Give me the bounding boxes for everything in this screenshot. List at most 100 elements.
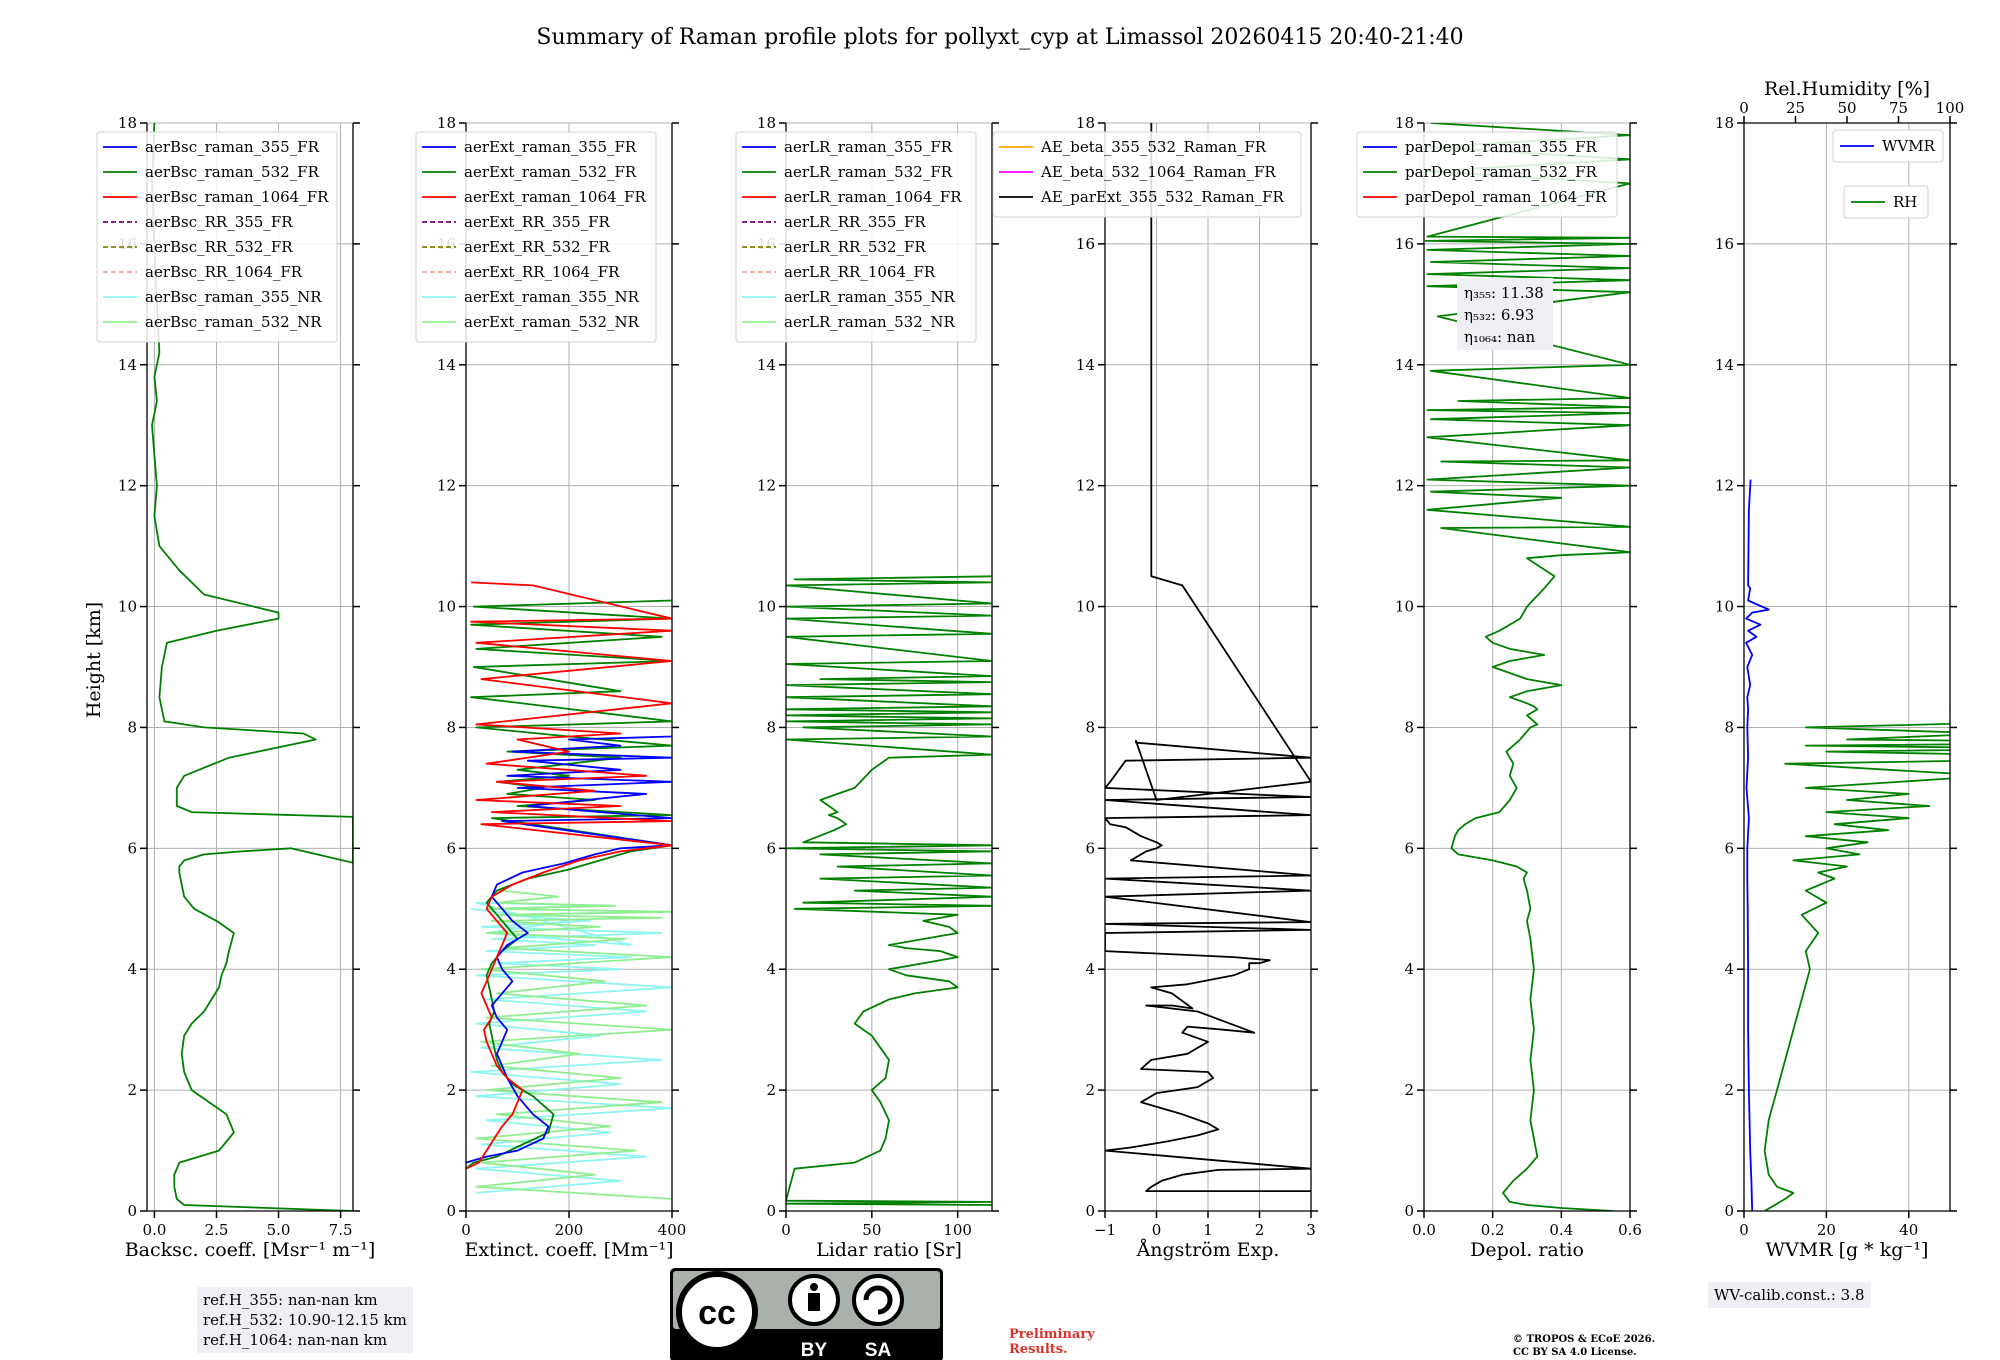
data-layer (1745, 479, 1950, 1211)
y-tick-label: 14 (1395, 356, 1414, 374)
eta-annotation-box (1457, 278, 1553, 350)
by-label: BY (801, 1340, 828, 1360)
y-tick-label: 4 (127, 960, 137, 978)
preliminary-line-1: Preliminary (1009, 1327, 1095, 1342)
series-RH (1763, 708, 1950, 1211)
series-aerLR_raman_532_FR (786, 575, 992, 1206)
y-tick-label: 6 (446, 839, 456, 857)
eta-1064: η₁₀₆₄: nan (1464, 328, 1535, 346)
x-axis-label: Extinct. coeff. [Mm⁻¹] (464, 1239, 673, 1261)
y-tick-label: 2 (446, 1081, 456, 1099)
legend-label: aerLR_raman_532_NR (784, 313, 955, 331)
y-tick-label: 14 (1715, 356, 1734, 374)
y-tick-label: 4 (1404, 960, 1414, 978)
y-tick-label: 4 (446, 960, 456, 978)
copyright-line-1: © TROPOS & ECoE 2026. (1513, 1334, 1656, 1345)
legend-label: aerBsc_RR_1064_FR (145, 263, 303, 281)
y-tick-label: 18 (118, 114, 137, 132)
rh-tick-label: 75 (1889, 99, 1908, 117)
y-tick-label: 14 (118, 356, 137, 374)
y-tick-label: 4 (766, 960, 776, 978)
legend-box (415, 131, 657, 343)
panel-extinction: 0246810121416180200400Extinct. coeff. [M… (415, 114, 686, 1261)
rh-tick-label: 100 (1936, 99, 1965, 117)
y-tick-label: 16 (1076, 235, 1095, 253)
eta-355: η₃₅₅: 11.38 (1464, 284, 1544, 302)
legend-label: aerLR_raman_355_NR (784, 288, 955, 306)
rh-tick-label: 0 (1739, 99, 1749, 117)
series-aerExt_raman_532_NR (475, 889, 672, 1200)
y-tick-label: 0 (1085, 1202, 1095, 1220)
y-tick-label: 2 (766, 1081, 776, 1099)
legend-label: aerExt_raman_532_NR (464, 313, 640, 331)
legend-box-wvmr (1832, 129, 1944, 163)
y-tick-label: 0 (127, 1202, 137, 1220)
legend-box-rh (1843, 185, 1929, 219)
y-tick-label: 4 (1724, 960, 1734, 978)
x-tick-label: 0.6 (1618, 1221, 1642, 1239)
x-tick-label: 2 (1255, 1221, 1265, 1239)
x-tick-label: 100 (943, 1221, 972, 1239)
legend-label: aerExt_RR_355_FR (464, 213, 611, 231)
y-tick-label: 12 (1395, 477, 1414, 495)
sa-icon (852, 1274, 904, 1326)
legend-label: parDepol_raman_532_FR (1405, 163, 1598, 181)
ref-heights-box: ref.H_355: nan-nan km ref.H_532: 10.90-1… (197, 1287, 413, 1353)
legend-box (735, 131, 977, 343)
y-tick-label: 6 (1085, 839, 1095, 857)
legend-label: parDepol_raman_1064_FR (1405, 188, 1607, 206)
series-aerBsc_raman_532_FR (151, 123, 353, 1211)
series-aerExt_raman_532_FR (466, 599, 672, 1170)
rh-tick-label: 25 (1786, 99, 1805, 117)
series-parDepol_raman_532_FR (1424, 123, 1630, 1211)
x-tick-label: 7.5 (329, 1221, 353, 1239)
y-tick-label: 18 (1076, 114, 1095, 132)
x-tick-label: 1 (1203, 1221, 1213, 1239)
y-tick-label: 12 (1715, 477, 1734, 495)
legend-label: aerExt_raman_355_FR (464, 138, 637, 156)
legend-label: AE_parExt_355_532_Raman_FR (1040, 188, 1285, 206)
data-layer (466, 581, 672, 1200)
series-WVMR (1745, 479, 1770, 1211)
preliminary-note: Preliminary Results. (1009, 1327, 1095, 1357)
x-axis-label: Depol. ratio (1470, 1239, 1584, 1261)
legend-label: aerLR_RR_355_FR (784, 213, 926, 231)
x-tick-label: 0 (781, 1221, 791, 1239)
x-tick-label: 0 (1152, 1221, 1162, 1239)
y-tick-label: 14 (437, 356, 456, 374)
legend-label: RH (1893, 193, 1917, 211)
wv-calib-box: WV-calib.const.: 3.8 (1708, 1282, 1871, 1308)
data-layer (1105, 123, 1311, 1192)
y-tick-label: 18 (1395, 114, 1414, 132)
y-tick-label: 8 (1085, 718, 1095, 736)
y-axis-label: Height [km] (83, 602, 105, 718)
sa-icon-arrow (863, 1285, 893, 1315)
legend-label: aerBsc_raman_355_NR (145, 288, 322, 306)
y-tick-label: 6 (1724, 839, 1734, 857)
x-tick-label: 5.0 (267, 1221, 291, 1239)
eta-annotation: η₃₅₅: 11.38 η₅₃₂: 6.93 η₁₀₆₄: nan (1457, 278, 1553, 350)
x-tick-label: 200 (555, 1221, 584, 1239)
ref-height-355: ref.H_355: nan-nan km (203, 1291, 378, 1309)
legend-label: aerLR_raman_355_FR (784, 138, 953, 156)
rh-axis-label: Rel.Humidity [%] (1764, 78, 1930, 100)
ref-height-532: ref.H_532: 10.90-12.15 km (203, 1311, 407, 1329)
legend-label: aerExt_raman_1064_FR (464, 188, 646, 206)
legend-label: aerExt_RR_532_FR (464, 238, 611, 256)
y-tick-label: 18 (1715, 114, 1734, 132)
y-tick-label: 10 (1076, 598, 1095, 616)
y-tick-label: 0 (766, 1202, 776, 1220)
x-tick-label: 50 (862, 1221, 881, 1239)
rh-tick-label: 50 (1837, 99, 1856, 117)
y-tick-label: 14 (1076, 356, 1095, 374)
y-tick-label: 10 (1395, 598, 1414, 616)
y-tick-label: 14 (757, 356, 776, 374)
x-tick-label: 0.0 (143, 1221, 167, 1239)
legend-label: aerExt_raman_532_FR (464, 163, 637, 181)
figure-title: Summary of Raman profile plots for polly… (536, 25, 1463, 50)
legend-label: aerBsc_raman_532_NR (145, 313, 322, 331)
x-tick-label: 0 (461, 1221, 471, 1239)
y-tick-label: 2 (127, 1081, 137, 1099)
legend-label: aerBsc_RR_355_FR (145, 213, 293, 231)
